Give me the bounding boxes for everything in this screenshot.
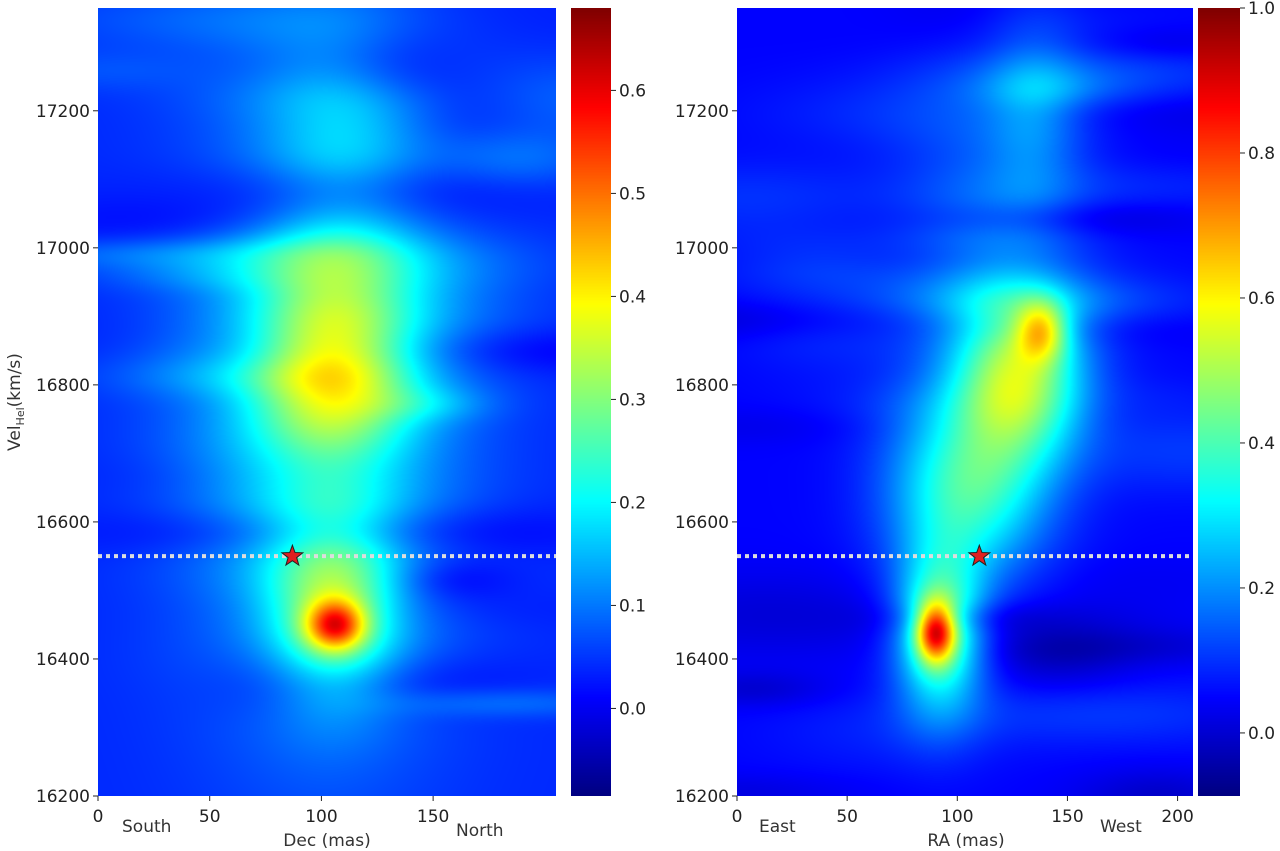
colorbar-tick-label: 0.4: [1248, 434, 1275, 454]
left-x-axis-label: Dec (mas): [283, 831, 370, 851]
y-tick-label: 16600: [36, 513, 90, 533]
right-annotation-west: West: [1100, 817, 1142, 837]
colorbar-tick-label: 0.6: [1248, 289, 1275, 309]
left-heatmap: [98, 8, 556, 796]
star-marker: [967, 543, 992, 567]
y-tick-label: 16800: [675, 376, 729, 396]
colorbar-tick-label: 0.6: [619, 81, 646, 101]
right-colorbar: [1198, 8, 1240, 796]
colorbar-tick-label: 0.5: [619, 184, 646, 204]
star-marker: [280, 543, 305, 567]
colorbar-tick-label: 0.8: [1248, 144, 1275, 164]
y-tick-label: 16800: [36, 376, 90, 396]
left-colorbar: [571, 8, 611, 796]
x-tick-label: 50: [836, 807, 858, 827]
y-tick-label: 17200: [675, 102, 729, 122]
colorbar-tick-label: 1.0: [1248, 0, 1275, 19]
x-tick-label: 150: [1051, 807, 1083, 827]
y-tick-label: 16400: [675, 650, 729, 670]
x-tick-label: 100: [941, 807, 973, 827]
x-tick-label: 50: [199, 807, 221, 827]
y-tick-label: 17200: [36, 102, 90, 122]
colorbar-tick-label: 0.0: [619, 699, 646, 719]
colorbar-tick-label: 0.3: [619, 390, 646, 410]
y-tick-label: 17000: [36, 239, 90, 259]
colorbar-tick-label: 0.0: [1248, 724, 1275, 744]
y-tick-label: 17000: [675, 239, 729, 259]
x-tick-label: 100: [305, 807, 337, 827]
x-tick-label: 0: [732, 807, 743, 827]
colorbar-tick-label: 0.2: [1248, 579, 1275, 599]
y-tick-label: 16200: [36, 787, 90, 807]
x-tick-label: 200: [1161, 807, 1193, 827]
y-tick-label: 16200: [675, 787, 729, 807]
right-annotation-east: East: [759, 817, 796, 837]
y-axis-label: VelHel(km/s): [5, 353, 27, 451]
right-x-axis-label: RA (mas): [927, 831, 1004, 851]
colorbar-tick-label: 0.2: [619, 493, 646, 513]
x-tick-label: 150: [417, 807, 449, 827]
y-tick-label: 16600: [675, 513, 729, 533]
left-annotation-north: North: [456, 821, 504, 841]
y-tick-label: 16400: [36, 650, 90, 670]
colorbar-tick-label: 0.4: [619, 287, 646, 307]
x-tick-label: 0: [93, 807, 104, 827]
right-heatmap: [737, 8, 1193, 796]
colorbar-tick-label: 0.1: [619, 596, 646, 616]
left-annotation-south: South: [122, 817, 171, 837]
